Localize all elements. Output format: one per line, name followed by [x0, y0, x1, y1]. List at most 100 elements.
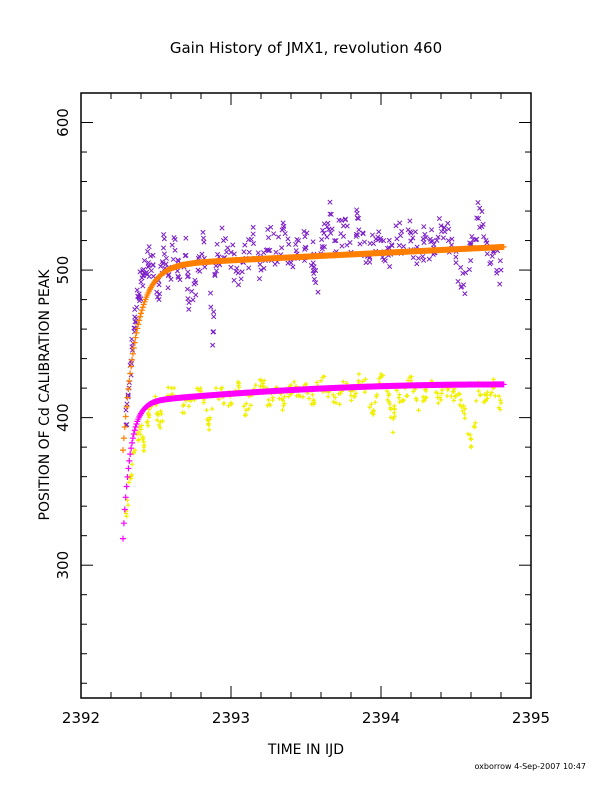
data-point: [449, 393, 454, 399]
model-point: [120, 447, 126, 454]
data-point: [396, 395, 402, 400]
data-point: [282, 230, 288, 237]
data-point: [436, 216, 442, 222]
data-point: [496, 405, 502, 410]
data-point: [291, 379, 297, 385]
data-point: [354, 215, 360, 221]
data-point: [156, 291, 163, 297]
data-point: [378, 374, 384, 379]
data-point: [238, 276, 244, 282]
data-point: [319, 236, 325, 243]
data-point: [175, 274, 182, 281]
data-point: [408, 238, 414, 244]
data-point: [171, 385, 177, 391]
model-point: [123, 403, 130, 410]
y-tick-label: 500: [54, 256, 72, 285]
model-point: [126, 457, 133, 464]
data-point: [421, 257, 427, 263]
data-point: [458, 397, 464, 403]
data-point: [239, 269, 245, 275]
data-point: [478, 392, 483, 397]
model-point: [135, 321, 142, 328]
data-point: [407, 218, 413, 224]
data-point: [226, 403, 231, 408]
data-point: [213, 385, 219, 391]
data-point: [250, 231, 256, 237]
data-point: [165, 385, 171, 390]
data-point: [310, 260, 316, 266]
data-point: [210, 342, 216, 348]
data-point: [441, 225, 447, 231]
data-point: [186, 404, 192, 409]
data-point: [493, 393, 498, 399]
data-point: [466, 266, 472, 273]
data-point: [146, 273, 152, 280]
data-point: [498, 400, 504, 406]
data-point: [337, 402, 342, 407]
plot-frame: [80, 92, 532, 699]
data-point: [397, 220, 403, 226]
data-point: [461, 403, 466, 409]
data-point: [300, 394, 306, 400]
model-point: [120, 435, 127, 442]
data-point: [497, 281, 503, 287]
data-point: [420, 236, 426, 242]
data-point: [175, 258, 182, 264]
data-point: [246, 406, 251, 412]
data-point: [138, 279, 144, 285]
model-point: [131, 339, 138, 346]
data-point: [236, 382, 241, 388]
data-point: [401, 397, 406, 403]
data-point: [207, 415, 213, 420]
data-point: [202, 264, 208, 270]
data-point: [282, 394, 287, 399]
data-point: [388, 407, 393, 412]
data-point: [453, 254, 459, 260]
data-point: [230, 242, 236, 248]
data-point: [241, 404, 247, 409]
data-point: [463, 270, 469, 276]
data-point: [496, 394, 502, 399]
data-point: [473, 237, 479, 243]
data-point: [308, 262, 314, 269]
data-point: [468, 437, 474, 442]
data-point: [216, 397, 222, 402]
data-point: [135, 294, 141, 300]
data-point: [253, 383, 258, 388]
data-point: [186, 306, 192, 312]
data-point: [138, 427, 144, 432]
data-point: [438, 397, 444, 403]
data-point: [333, 238, 339, 244]
data-point: [423, 395, 429, 400]
data-point: [386, 399, 392, 405]
data-point: [156, 297, 162, 303]
model-point: [120, 535, 126, 542]
model-point: [121, 423, 128, 430]
data-point: [163, 255, 169, 261]
data-point: [242, 242, 248, 248]
data-point: [228, 264, 234, 270]
data-point: [150, 262, 156, 268]
data-point: [434, 237, 440, 243]
y-tick-label: 600: [54, 108, 72, 137]
data-point: [170, 256, 176, 262]
data-point: [250, 240, 257, 247]
data-point: [231, 277, 237, 283]
data-point: [354, 207, 360, 213]
data-point: [315, 289, 321, 295]
model-point: [500, 243, 507, 250]
data-point: [445, 238, 452, 244]
data-point: [338, 231, 344, 237]
data-point: [156, 282, 162, 288]
data-point: [413, 396, 419, 401]
data-point: [381, 257, 387, 263]
data-point: [313, 280, 319, 286]
data-point: [410, 235, 416, 241]
data-point: [286, 241, 292, 247]
data-point: [462, 291, 468, 297]
data-point: [141, 444, 147, 450]
data-point: [248, 236, 254, 242]
data-point: [310, 392, 315, 398]
data-point: [123, 511, 129, 516]
model-point: [120, 520, 127, 527]
